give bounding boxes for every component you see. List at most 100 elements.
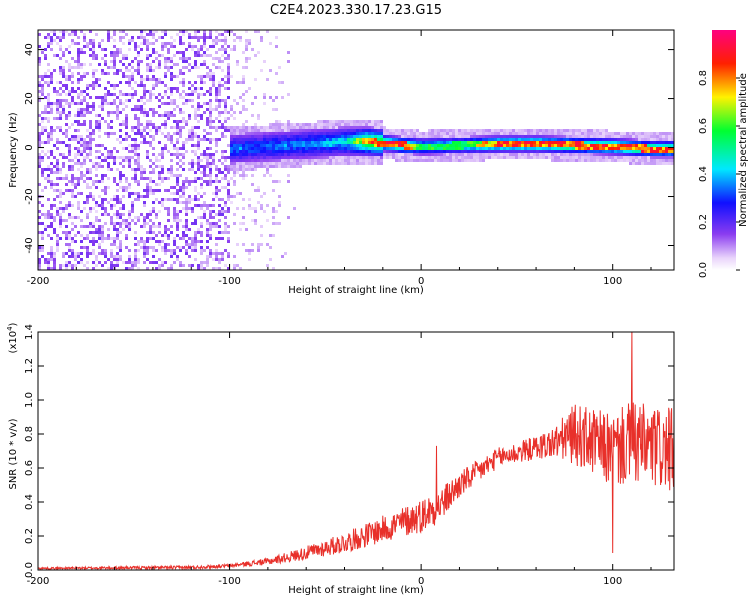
spectrogram-cell: [476, 156, 479, 159]
spectrogram-cell: [182, 57, 185, 60]
spectrogram-cell: [107, 81, 110, 84]
spectrogram-cell: [254, 135, 257, 138]
spectrogram-cell: [671, 153, 674, 156]
spectrogram-cell: [215, 168, 218, 171]
spectrogram-cell: [110, 84, 113, 87]
spectrogram-cell: [95, 186, 98, 189]
spectrogram-cell: [362, 141, 365, 144]
spectrogram-cell: [215, 252, 218, 255]
spectrogram-cell: [143, 39, 146, 42]
spectrogram-cell: [53, 228, 56, 231]
spectrogram-cell: [434, 138, 437, 141]
spectrogram-cell: [167, 267, 170, 270]
spectrogram-cell: [89, 132, 92, 135]
spectrogram-cell: [224, 165, 227, 168]
spectrogram-cell: [269, 234, 272, 237]
spectrogram-cell: [149, 63, 152, 66]
spectrogram-cell: [515, 150, 518, 153]
spectrogram-cell: [74, 234, 77, 237]
spectrogram-cell: [80, 102, 83, 105]
spectrogram-cell: [92, 225, 95, 228]
spectrogram-cell: [599, 135, 602, 138]
spectrogram-cell: [77, 201, 80, 204]
spectrogram-cell: [224, 99, 227, 102]
spectrogram-cell: [530, 132, 533, 135]
spectrogram-cell: [254, 168, 257, 171]
spectrogram-cell: [542, 156, 545, 159]
spectrogram-cell: [137, 192, 140, 195]
spectrogram-cell: [95, 150, 98, 153]
spectrogram-cell: [368, 138, 371, 141]
spectrogram-cell: [128, 267, 131, 270]
spectrogram-cell: [218, 102, 221, 105]
spectrogram-cell: [281, 129, 284, 132]
spectrogram-cell: [344, 162, 347, 165]
spectrogram-cell: [221, 186, 224, 189]
spectrogram-cell: [617, 141, 620, 144]
spectrogram-cell: [659, 156, 662, 159]
spectrogram-cell: [308, 153, 311, 156]
spectrogram-cell: [245, 39, 248, 42]
spectrogram-cell: [101, 159, 104, 162]
spectrogram-cell: [653, 132, 656, 135]
spectrogram-cell: [239, 39, 242, 42]
spectrogram-cell: [209, 90, 212, 93]
spectrogram-cell: [152, 153, 155, 156]
spectrogram-cell: [170, 72, 173, 75]
spectrogram-cell: [155, 57, 158, 60]
spectrogram-cell: [329, 156, 332, 159]
spectrogram-cell: [398, 156, 401, 159]
spectrogram-cell: [416, 135, 419, 138]
spectrogram-cell: [389, 141, 392, 144]
spectrogram-cell: [224, 75, 227, 78]
spectrogram-cell: [356, 129, 359, 132]
spectrogram-cell: [392, 132, 395, 135]
spectrogram-cell: [176, 150, 179, 153]
spectrogram-cell: [179, 81, 182, 84]
spectrogram-cell: [308, 147, 311, 150]
spectrogram-cell: [167, 135, 170, 138]
spectrogram-cell: [119, 48, 122, 51]
spectrogram-cell: [311, 156, 314, 159]
spectrogram-cell: [194, 90, 197, 93]
spectrogram-cell: [662, 147, 665, 150]
spectrogram-cell: [272, 222, 275, 225]
spectrogram-cell: [587, 129, 590, 132]
spectrogram-cell: [95, 264, 98, 267]
spectrogram-cell: [305, 132, 308, 135]
spectrogram-cell: [230, 168, 233, 171]
spectrogram-cell: [173, 210, 176, 213]
spectrogram-cell: [119, 30, 122, 33]
spectrogram-cell: [443, 132, 446, 135]
spectrogram-cell: [353, 153, 356, 156]
spectrogram-cell: [272, 144, 275, 147]
spectrogram-cell: [341, 126, 344, 129]
spectrogram-cell: [206, 240, 209, 243]
spectrogram-cell: [77, 135, 80, 138]
spectrogram-cell: [326, 123, 329, 126]
spectrogram-cell: [101, 249, 104, 252]
spectrogram-cell: [464, 138, 467, 141]
spectrogram-cell: [233, 264, 236, 267]
spectrogram-cell: [311, 159, 314, 162]
spectrogram-cell: [98, 123, 101, 126]
spectrogram-cell: [590, 150, 593, 153]
spectrogram-cell: [323, 141, 326, 144]
spectrogram-cell: [209, 114, 212, 117]
spectrogram-cell: [371, 120, 374, 123]
spectrogram-cell: [101, 225, 104, 228]
spectrogram-cell: [380, 147, 383, 150]
spectrogram-cell: [167, 237, 170, 240]
spectrogram-cell: [221, 237, 224, 240]
spectrogram-cell: [323, 123, 326, 126]
spectrogram-cell: [380, 150, 383, 153]
spectrogram-cell: [254, 156, 257, 159]
spectrogram-cell: [68, 249, 71, 252]
spectrogram-cell: [173, 207, 176, 210]
spectrogram-cell: [41, 141, 44, 144]
spectrogram-cell: [311, 138, 314, 141]
spectrogram-cell: [83, 144, 86, 147]
spectrogram-cell: [140, 105, 143, 108]
spectrogram-cell: [248, 204, 251, 207]
spectrogram-cell: [56, 102, 59, 105]
